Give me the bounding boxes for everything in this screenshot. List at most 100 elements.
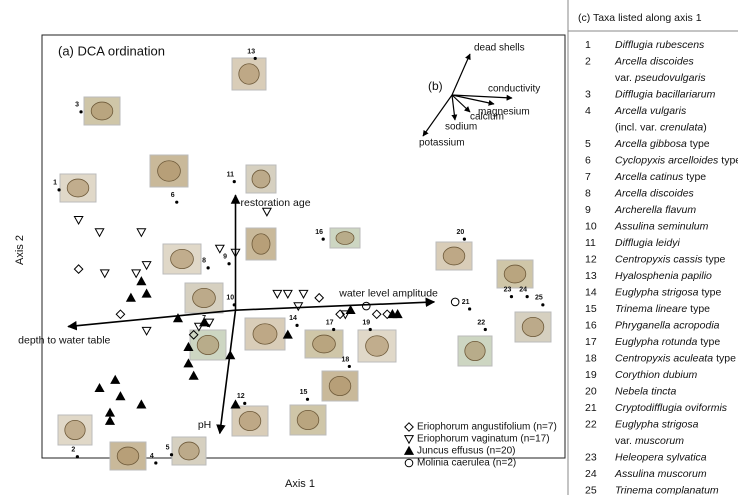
taxon-label: 3 xyxy=(75,102,79,109)
table-number: 13 xyxy=(585,270,597,282)
name-part: type xyxy=(686,171,706,183)
table-number: 16 xyxy=(585,319,597,331)
sample-point xyxy=(284,290,292,298)
sample-point xyxy=(106,409,114,417)
taxon-label: 7 xyxy=(202,315,206,322)
sample-point xyxy=(362,302,370,310)
env-arrow-label: restoration age xyxy=(241,197,311,209)
name-part: Difflugia bacillariarum xyxy=(615,88,716,100)
micrograph-specimen xyxy=(297,410,319,429)
y-axis-label: Axis 2 xyxy=(14,235,26,265)
sample-point xyxy=(346,306,354,314)
taxon-label: 8 xyxy=(202,258,206,265)
micrograph-specimen xyxy=(253,324,277,344)
table-number: 4 xyxy=(585,105,591,117)
taxon-point xyxy=(526,295,529,298)
taxon-label: 9 xyxy=(223,254,227,261)
taxon-point xyxy=(227,262,230,265)
micrograph-specimen xyxy=(179,442,199,460)
sample-point xyxy=(299,290,307,298)
taxon-point xyxy=(175,201,178,204)
sample-point xyxy=(106,417,114,425)
name-part: Arcella catinus xyxy=(614,171,684,183)
table-name: Corythion dubium xyxy=(615,369,698,381)
name-part: type xyxy=(706,253,726,265)
name-part: Arcella discoides xyxy=(614,55,695,67)
table-name: Assulina muscorum xyxy=(614,468,707,480)
taxon-label: 19 xyxy=(362,319,370,326)
micrograph-specimen xyxy=(193,288,216,307)
table-name: Difflugia bacillariarum xyxy=(615,88,716,100)
table-name: var.muscorum xyxy=(615,435,684,447)
legend-marker xyxy=(405,423,413,431)
table-number: 24 xyxy=(585,468,597,480)
taxon-point xyxy=(468,307,471,310)
taxon-label: 20 xyxy=(457,229,465,236)
table-name: Cyclopyxis arcelloidestype xyxy=(615,154,738,166)
taxon-label: 4 xyxy=(150,453,154,460)
table-name: Arcella discoides xyxy=(614,55,695,67)
name-part: Trinema complanatum xyxy=(615,484,719,495)
name-part: Arcella gibbosa xyxy=(614,138,687,150)
table-name: (incl. var.crenulata) xyxy=(615,121,707,133)
inset-arrow-label: sodium xyxy=(445,122,477,133)
taxon-label: 23 xyxy=(504,286,512,293)
name-part: type xyxy=(690,303,710,315)
sample-point xyxy=(189,372,197,380)
table-name: Euglypha strigosatype xyxy=(615,286,721,298)
taxon-label: 5 xyxy=(166,445,170,452)
taxon-label: 21 xyxy=(462,299,470,306)
name-part: Cyclopyxis arcelloides xyxy=(615,154,719,166)
micrograph-specimen xyxy=(313,335,336,353)
sample-point xyxy=(116,310,124,318)
legend-marker xyxy=(405,447,413,455)
name-part: Centropyxis aculeata xyxy=(615,352,713,364)
name-part: Difflugia leidyi xyxy=(615,237,680,249)
micrograph-specimen xyxy=(336,232,354,245)
sample-point xyxy=(216,245,224,253)
sample-point xyxy=(74,216,82,224)
name-part: type xyxy=(690,138,710,150)
micrograph-specimen xyxy=(366,336,389,356)
micrograph-specimen xyxy=(329,376,351,395)
sample-point xyxy=(137,277,145,285)
inset-arrow xyxy=(452,95,470,112)
table-name: Phryganella acropodia xyxy=(615,319,720,331)
table-number: 21 xyxy=(585,402,597,414)
table-number: 18 xyxy=(585,352,597,364)
table-number: 19 xyxy=(585,369,597,381)
sample-point xyxy=(111,376,119,384)
micrograph-specimen xyxy=(197,335,219,354)
name-part: (incl. var. xyxy=(615,121,657,133)
table-number: 3 xyxy=(585,88,591,100)
name-part: type xyxy=(721,154,738,166)
table-name: Euglypha strigosa xyxy=(615,418,699,430)
table-number: 5 xyxy=(585,138,591,150)
name-part: Euglypha strigosa xyxy=(615,418,699,430)
sample-point xyxy=(127,294,135,302)
taxon-point xyxy=(306,398,309,401)
table-name: var.pseudovulgaris xyxy=(615,72,706,84)
table-name: Centropyxis aculeatatype xyxy=(615,352,736,364)
micrograph-specimen xyxy=(504,265,526,283)
table-name: Centropyxis cassistype xyxy=(615,253,726,265)
table-number: 2 xyxy=(585,55,591,67)
taxon-point xyxy=(154,461,157,464)
legend-label: Eriophorum vaginatum (n=17) xyxy=(417,434,550,445)
micrograph-specimen xyxy=(91,102,113,120)
taxon-label: 15 xyxy=(300,389,308,396)
legend-marker xyxy=(405,459,413,467)
table-number: 12 xyxy=(585,253,597,265)
inset-arrow-label: conductivity xyxy=(488,84,540,95)
inset-arrow xyxy=(452,95,455,120)
micrograph-specimen xyxy=(171,249,194,268)
table-name: Arcella discoides xyxy=(614,187,695,199)
figure: (a) DCA ordination Axis 1 Axis 2 (c) Tax… xyxy=(0,0,738,495)
table-name: Difflugia leidyi xyxy=(615,237,680,249)
sample-point xyxy=(142,262,150,270)
sample-point xyxy=(315,294,323,302)
name-part: Trinema lineare xyxy=(615,303,687,315)
table-number: 22 xyxy=(585,418,597,430)
table-number: 15 xyxy=(585,303,597,315)
